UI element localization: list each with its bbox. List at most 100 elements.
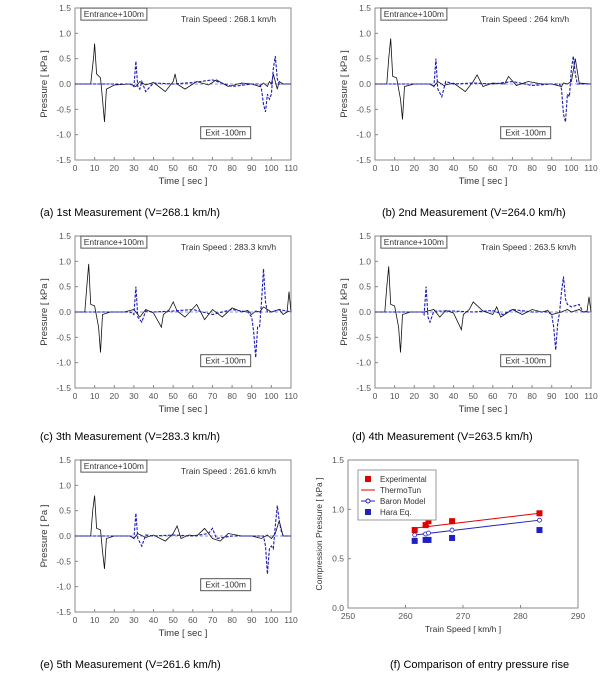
series-point — [449, 527, 455, 533]
caption-f: (f) Comparison of entry pressure rise — [390, 659, 570, 671]
x-tick-label: 20 — [110, 163, 120, 173]
panel-d: 0 10 20 30 40 50 60 70 80 90 100 110 1.5 1.0 0.5 0.0 -0.… — [300, 228, 600, 448]
y-tick-label: 0.0 — [359, 307, 371, 317]
exit-annotation-box — [500, 126, 552, 140]
x-tick-label: 70 — [508, 163, 518, 173]
x-tick-label: 40 — [149, 163, 159, 173]
legend-entry: Experimental — [380, 475, 427, 484]
exit-annotation: Exit -100m — [205, 128, 246, 138]
entrance-annotation: Entrance+100m — [84, 9, 144, 19]
x-tick-label: 100 — [564, 163, 578, 173]
solid-series-line — [75, 263, 292, 353]
x-tick-label: 20 — [110, 615, 120, 625]
x-tick-label: 30 — [129, 615, 139, 625]
series-point — [451, 522, 454, 525]
panel-a: 0 10 20 30 40 50 60 70 80 90 100 110 1.5 1.0 0.5 0.0 -0.… — [0, 0, 300, 220]
y-tick-label: 1.5 — [332, 455, 344, 465]
exit-annotation: Exit -100m — [505, 356, 546, 366]
y-tick-label: -1.5 — [356, 155, 371, 165]
x-tick-label: 80 — [227, 391, 237, 401]
legend-entry: Baron Model — [380, 497, 426, 506]
series-point — [422, 522, 429, 529]
legend-entry: Hara Eq. — [380, 508, 412, 517]
x-tick-label: 290 — [571, 611, 585, 621]
chart-a: 0 10 20 30 40 50 60 70 80 90 100 110 1.5 1.0 0.5 0.0 -0.… — [39, 3, 298, 187]
series-point — [449, 518, 456, 525]
train-speed-text: Train Speed : 283.3 km/h — [181, 242, 276, 252]
legend-swatch — [365, 509, 371, 515]
entrance-annotation-box — [80, 235, 148, 249]
series-point — [427, 525, 430, 528]
x-tick-label: 80 — [227, 615, 237, 625]
chart-d: 0 10 20 30 40 50 60 70 80 90 100 110 1.5 1.0 0.5 0.0 -0.… — [339, 231, 598, 415]
y-tick-label: 1.0 — [59, 28, 71, 38]
x-tick-label: 110 — [284, 615, 298, 625]
y-tick-label: 0.5 — [359, 282, 371, 292]
entrance-annotation: Entrance+100m — [384, 9, 444, 19]
train-speed-text: Train Speed : 261.6 km/h — [181, 466, 276, 476]
caption-a: (a) 1st Measurement (V=268.1 km/h) — [40, 207, 221, 219]
x-axis-label: Time [ sec ] — [459, 176, 508, 187]
x-tick-label: 30 — [129, 391, 139, 401]
legend-entry: ThermoTun — [380, 486, 421, 495]
y-tick-label: 0.0 — [59, 531, 71, 541]
x-tick-label: 10 — [390, 391, 400, 401]
y-tick-label: -1.0 — [356, 358, 371, 368]
y-tick-label: 0.5 — [59, 54, 71, 64]
x-tick-label: 70 — [508, 391, 518, 401]
exit-annotation-box — [200, 354, 252, 368]
x-tick-label: 20 — [110, 391, 120, 401]
entrance-annotation-box — [380, 7, 448, 21]
x-tick-label: 70 — [208, 391, 218, 401]
x-tick-label: 60 — [488, 163, 498, 173]
panel-b: 0 10 20 30 40 50 60 70 80 90 100 110 1.5 1.0 0.5 0.0 -0.… — [300, 0, 600, 220]
x-tick-label: 90 — [547, 391, 557, 401]
series-point — [536, 527, 543, 534]
y-tick-label: 0.5 — [59, 282, 71, 292]
series-point — [425, 536, 432, 543]
x-tick-label: 100 — [264, 615, 278, 625]
chart-c: 0 10 20 30 40 50 60 70 80 90 100 110 1.5 1.0 0.5 0.0 -0.… — [39, 231, 298, 415]
x-tick-label: 110 — [284, 163, 298, 173]
x-tick-label: 100 — [264, 163, 278, 173]
y-tick-label: -1.0 — [56, 582, 71, 592]
series-point — [425, 518, 432, 525]
x-tick-label: 50 — [168, 391, 178, 401]
x-tick-label: 70 — [208, 163, 218, 173]
series-point — [412, 532, 418, 538]
x-tick-label: 40 — [149, 391, 159, 401]
x-tick-label: 50 — [168, 163, 178, 173]
x-tick-label: 280 — [513, 611, 527, 621]
x-tick-label: 40 — [449, 163, 459, 173]
exit-annotation-box — [500, 354, 552, 368]
series-point — [449, 534, 456, 541]
x-tick-label: 260 — [398, 611, 412, 621]
y-tick-label: -1.5 — [56, 383, 71, 393]
x-tick-label: 50 — [468, 391, 478, 401]
x-axis-label: Time [ sec ] — [159, 176, 208, 187]
y-tick-label: 1.0 — [59, 480, 71, 490]
y-axis-label: Pressure [ kPa ] — [39, 50, 50, 118]
y-tick-label: -0.5 — [356, 332, 371, 342]
solid-series-line — [375, 38, 592, 120]
x-tick-label: 10 — [90, 615, 100, 625]
entrance-annotation: Entrance+100m — [384, 237, 444, 247]
y-tick-label: -1.0 — [56, 130, 71, 140]
y-tick-label: 0.5 — [332, 554, 344, 564]
x-tick-label: 0 — [73, 615, 78, 625]
caption-b: (b) 2nd Measurement (V=264.0 km/h) — [382, 207, 566, 219]
x-tick-label: 0 — [73, 391, 78, 401]
x-tick-label: 30 — [429, 391, 439, 401]
x-tick-label: 90 — [247, 615, 257, 625]
x-tick-label: 30 — [429, 163, 439, 173]
y-tick-label: -0.5 — [356, 104, 371, 114]
x-tick-label: 80 — [227, 163, 237, 173]
dashed-series-line — [375, 56, 591, 123]
caption-e: (e) 5th Measurement (V=261.6 km/h) — [40, 659, 221, 671]
x-tick-label: 270 — [456, 611, 470, 621]
series-point — [411, 537, 418, 544]
y-tick-label: 1.5 — [59, 231, 71, 241]
y-tick-label: 0.0 — [359, 79, 371, 89]
y-tick-label: 0.0 — [59, 307, 71, 317]
y-tick-label: -1.0 — [356, 130, 371, 140]
